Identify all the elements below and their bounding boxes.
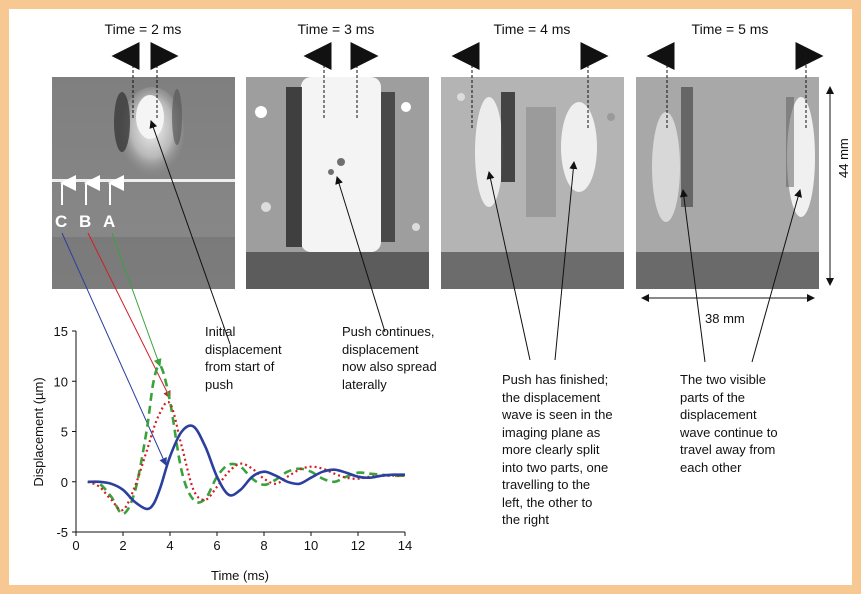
annotation-finished-line: the right bbox=[502, 512, 549, 527]
direction-arrows-4ms bbox=[451, 42, 609, 130]
annotation-continues-line: Push continues, bbox=[342, 324, 435, 339]
y-tick-label: 10 bbox=[54, 374, 68, 389]
marker-a-label: A bbox=[103, 212, 115, 231]
annotation-finished-line: imaging plane as bbox=[502, 424, 601, 440]
x-tick-label: 8 bbox=[260, 538, 267, 553]
x-tick-label: 4 bbox=[166, 538, 173, 553]
series-line-c bbox=[87, 424, 406, 511]
annotation-finished-line: travelling to the bbox=[502, 477, 591, 492]
annotation-continues: Push continues, displacement now also sp… bbox=[342, 323, 437, 393]
x-tick-label: 12 bbox=[351, 538, 365, 553]
annotation-finished-line: the displacement bbox=[502, 389, 601, 405]
direction-arrows-2ms bbox=[111, 42, 179, 120]
ultrasound-panel-4ms bbox=[441, 77, 624, 289]
ultrasound-panel-2ms bbox=[52, 77, 235, 289]
y-tick-label: 5 bbox=[61, 425, 68, 440]
annotation-initial-line: displacement bbox=[205, 341, 282, 357]
annotation-continues-line: displacement bbox=[342, 341, 419, 357]
x-tick-label: 2 bbox=[119, 538, 126, 553]
annotation-travel-line: parts of the bbox=[680, 389, 746, 405]
position-markers: C B A bbox=[55, 175, 124, 231]
annotation-initial-line: Initial bbox=[205, 324, 236, 339]
annotation-initial: Initial displacement from start of push bbox=[205, 323, 282, 393]
y-axis-label: Displacement (µm) bbox=[31, 377, 46, 486]
annotation-travel: The two visible parts of the displacemen… bbox=[680, 371, 778, 476]
y-tick-label: -5 bbox=[56, 525, 68, 540]
annotation-continues-line: laterally bbox=[342, 376, 387, 392]
annotation-finished-line: into two parts, one bbox=[502, 459, 609, 475]
annotation-travel-line: The two visible bbox=[680, 372, 766, 387]
panel-title-3ms: Time = 3 ms bbox=[297, 21, 375, 37]
series-line-b bbox=[87, 401, 405, 512]
marker-c-label: C bbox=[55, 212, 67, 231]
annotation-finished: Push has finished; the displacement wave… bbox=[502, 371, 613, 529]
annotation-travel-line: travel away from bbox=[680, 442, 776, 457]
annotation-initial-line: push bbox=[205, 376, 234, 392]
direction-arrows-5ms bbox=[646, 42, 824, 130]
displacement-chart: 0 2 4 6 8 10 12 14 -5 0 5 10 15 Time (ms) Displaceme… bbox=[31, 324, 412, 583]
annotation-initial-line: from start of bbox=[205, 359, 275, 374]
annotation-leaders bbox=[149, 120, 802, 363]
curve-leaders bbox=[61, 232, 171, 466]
panel-2ms-image bbox=[52, 77, 235, 289]
annotation-travel-line: displacement bbox=[680, 407, 757, 422]
y-tick-label: 15 bbox=[54, 324, 68, 339]
series-line-a bbox=[87, 364, 406, 516]
x-tick-label: 10 bbox=[304, 538, 318, 553]
direction-arrows-3ms bbox=[303, 42, 379, 120]
annotation-continues-line: now also spread bbox=[342, 359, 437, 374]
annotation-finished-line: wave is seen in the bbox=[502, 407, 613, 422]
x-tick-label: 14 bbox=[398, 538, 412, 553]
annotation-finished-line: more clearly split bbox=[502, 442, 600, 457]
width-scale-label: 38 mm bbox=[705, 311, 745, 326]
x-axis-label: Time (ms) bbox=[211, 568, 269, 583]
panel-title-2ms: Time = 2 ms bbox=[104, 21, 182, 37]
marker-b-label: B bbox=[79, 212, 91, 231]
panel-4ms-image bbox=[441, 77, 624, 289]
x-tick-label: 0 bbox=[72, 538, 79, 553]
y-tick-label: 0 bbox=[61, 475, 68, 490]
annotation-finished-line: left, the other to bbox=[502, 494, 593, 510]
panel-title-5ms: Time = 5 ms bbox=[691, 21, 769, 37]
panel-title-4ms: Time = 4 ms bbox=[493, 21, 571, 37]
annotation-finished-line: Push has finished; bbox=[502, 372, 609, 387]
annotation-travel-line: each other bbox=[680, 459, 742, 475]
annotation-travel-line: wave continue to bbox=[680, 424, 778, 440]
x-tick-label: 6 bbox=[213, 538, 220, 553]
height-scale-label: 44 mm bbox=[836, 138, 851, 178]
